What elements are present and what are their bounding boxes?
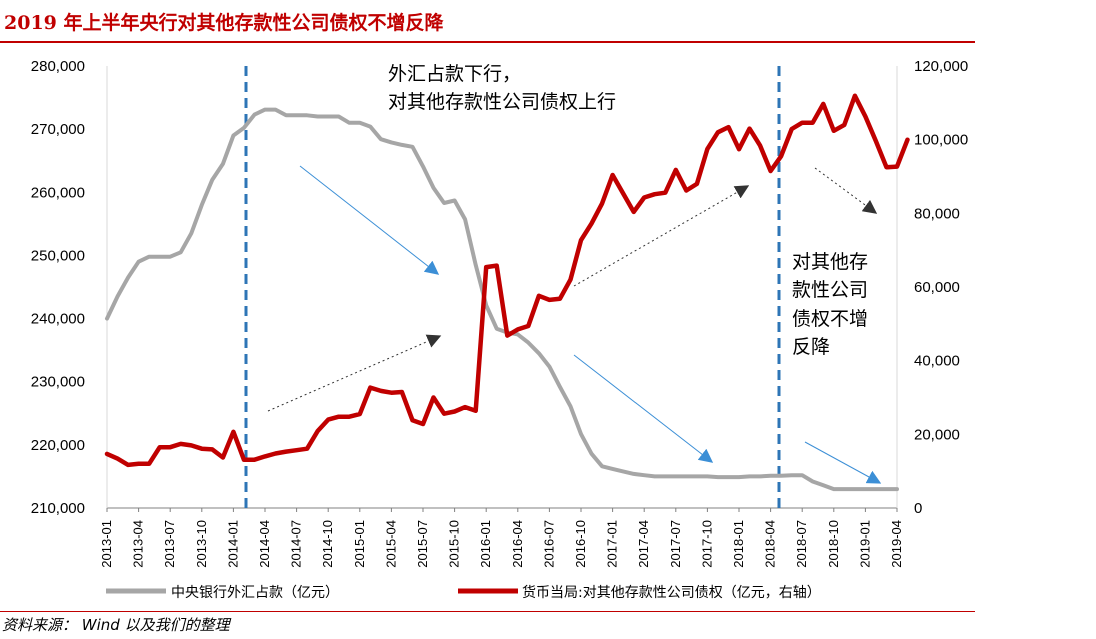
y-tick-right: 0 bbox=[914, 500, 922, 517]
x-tick-label: 2017-07 bbox=[668, 520, 683, 568]
legend-label-reserves: 中央银行外汇占款（亿元） bbox=[171, 585, 339, 601]
series-layer bbox=[104, 93, 910, 492]
title-divider bbox=[0, 41, 975, 43]
y-tick-left: 250,000 bbox=[31, 247, 85, 264]
x-tick-label: 2018-04 bbox=[763, 520, 778, 568]
x-tick-label: 2013-07 bbox=[162, 520, 177, 568]
footer-divider bbox=[0, 611, 975, 612]
x-tick-label: 2017-01 bbox=[605, 520, 620, 568]
x-tick-label: 2016-10 bbox=[573, 520, 588, 568]
chart-title: 2019 年上半年央行对其他存款性公司债权不增反降 bbox=[4, 12, 444, 34]
axes: 280,000 270,000 260,000 250,000 240,000 230,0… bbox=[31, 58, 968, 568]
arrow-reserves-down-1 bbox=[299, 165, 440, 275]
y-tick-right: 100,000 bbox=[914, 132, 968, 149]
annotation-right-line-1: 对其他存 bbox=[792, 251, 868, 273]
annotation-right-line-2: 款性公司 bbox=[792, 279, 868, 301]
y-tick-left: 220,000 bbox=[31, 437, 85, 454]
arrow-claims-down bbox=[814, 167, 878, 214]
x-tick-label: 2015-07 bbox=[415, 520, 430, 568]
annotation-top-line-1: 外汇占款下行， bbox=[388, 63, 521, 85]
arrow-claims-up-1 bbox=[267, 334, 442, 412]
x-tick-label: 2014-10 bbox=[320, 520, 335, 568]
x-tick-label: 2016-04 bbox=[510, 520, 525, 568]
x-tick-label: 2019-01 bbox=[857, 520, 872, 568]
x-tick-label: 2017-04 bbox=[636, 520, 651, 568]
annotation-top-line-2: 对其他存款性公司债权上行 bbox=[388, 91, 616, 113]
y-tick-right: 20,000 bbox=[914, 426, 960, 443]
x-tick-label: 2013-10 bbox=[194, 520, 209, 568]
x-tick-label: 2016-01 bbox=[478, 520, 493, 568]
legend-label-claims: 货币当局:对其他存款性公司债权（亿元，右轴） bbox=[522, 584, 821, 601]
source-note: 资料来源： Wind 以及我们的整理 bbox=[2, 616, 230, 634]
x-tick-label: 2014-01 bbox=[225, 520, 240, 568]
x-tick-label: 2014-07 bbox=[289, 520, 304, 568]
x-tick-label: 2017-10 bbox=[699, 520, 714, 568]
y-tick-left: 230,000 bbox=[31, 374, 85, 391]
x-tick-label: 2018-10 bbox=[826, 520, 841, 568]
y-tick-right: 60,000 bbox=[914, 279, 960, 296]
x-tick-label: 2015-04 bbox=[383, 520, 398, 568]
x-tick-label: 2019-04 bbox=[889, 520, 904, 568]
x-tick-label: 2014-04 bbox=[257, 520, 272, 568]
series-line-claims bbox=[104, 93, 910, 468]
x-tick-label: 2018-01 bbox=[731, 520, 746, 568]
y-tick-left: 210,000 bbox=[31, 500, 85, 517]
y-tick-left: 240,000 bbox=[31, 311, 85, 328]
y-tick-right: 40,000 bbox=[914, 353, 960, 370]
x-tick-label: 2013-01 bbox=[99, 520, 114, 568]
x-tick-label: 2018-07 bbox=[794, 520, 809, 568]
y-tick-right: 80,000 bbox=[914, 205, 960, 222]
arrow-claims-up-2 bbox=[573, 185, 750, 287]
y-tick-left: 270,000 bbox=[31, 121, 85, 138]
x-tick-label: 2013-04 bbox=[131, 520, 146, 568]
x-tick-label: 2015-10 bbox=[447, 520, 462, 568]
x-tick-label: 2016-07 bbox=[541, 520, 556, 568]
y-tick-right: 120,000 bbox=[914, 58, 968, 75]
x-tick-label: 2015-01 bbox=[352, 520, 367, 568]
y-tick-left: 280,000 bbox=[31, 58, 85, 75]
annotation-right-line-4: 反降 bbox=[792, 336, 830, 358]
arrow-reserves-down-2 bbox=[573, 354, 714, 463]
y-tick-left: 260,000 bbox=[31, 184, 85, 201]
annotation-right-line-3: 债权不增 bbox=[792, 308, 868, 330]
series-line-fx-reserves bbox=[105, 107, 899, 492]
arrow-reserves-down-3 bbox=[804, 441, 882, 484]
